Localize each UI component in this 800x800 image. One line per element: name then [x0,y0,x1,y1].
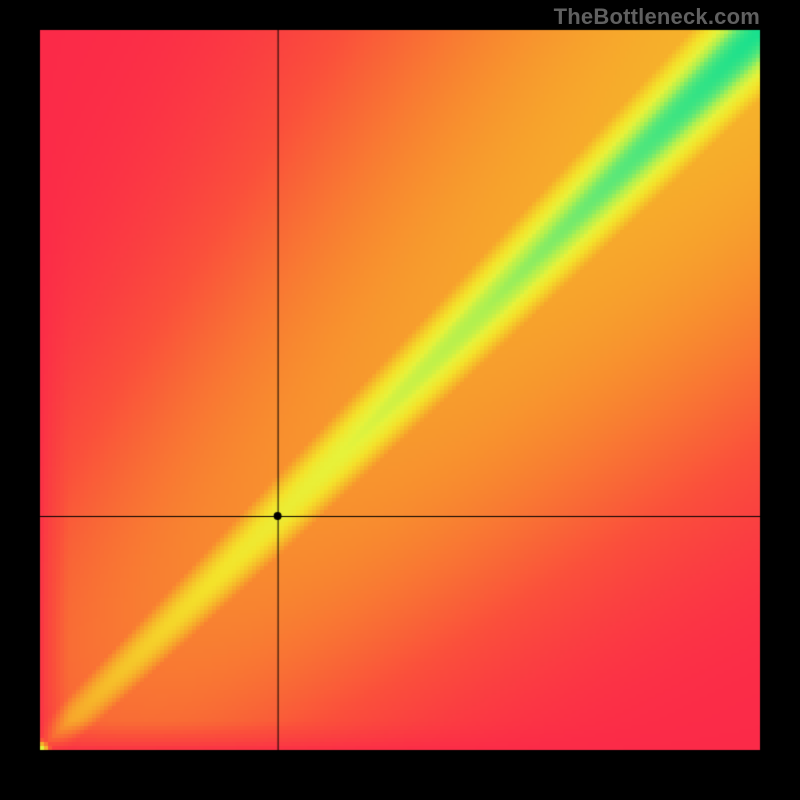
watermark-text: TheBottleneck.com [554,4,760,30]
bottleneck-heatmap [0,0,800,800]
chart-container: TheBottleneck.com [0,0,800,800]
